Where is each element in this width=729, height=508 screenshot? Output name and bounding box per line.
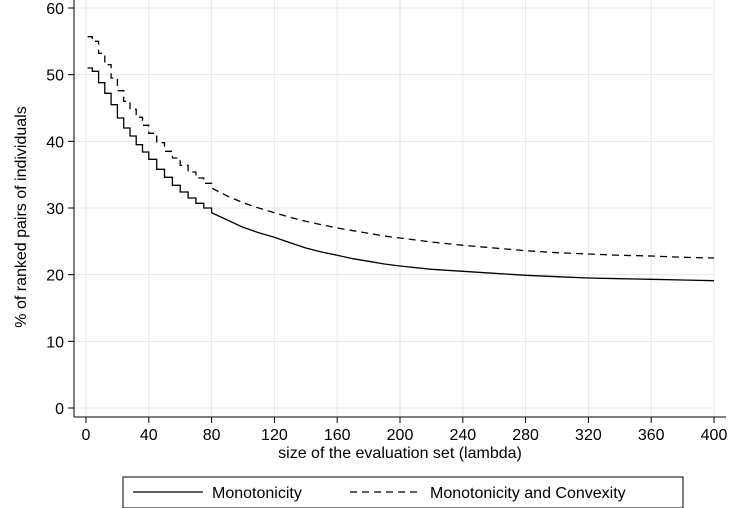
legend: Monotonicity Monotonicity and Convexity (122, 476, 684, 508)
series-line-monotonicity (87, 67, 715, 282)
x-tick-label-320: 320 (575, 427, 602, 444)
x-tick-label-200: 200 (387, 427, 414, 444)
x-tick-label-360: 360 (638, 427, 665, 444)
y-axis-title: % of ranked pairs of individuals (13, 106, 30, 327)
x-axis-title: size of the evaluation set (lambda) (278, 445, 522, 462)
y-tick-label-0: 0 (55, 401, 64, 418)
y-tick-label-20: 20 (46, 268, 64, 285)
x-tick-label-400: 400 (701, 427, 728, 444)
x-tick-label-240: 240 (449, 427, 476, 444)
grid (74, 0, 715, 417)
legend-label-monotonicity-convexity: Monotonicity and Convexity (430, 485, 626, 502)
x-tick-label-160: 160 (324, 427, 351, 444)
x-tick-label-0: 0 (82, 427, 91, 444)
x-tick-label-120: 120 (261, 427, 288, 444)
x-tick-label-80: 80 (203, 427, 221, 444)
y-tick-label-50: 50 (46, 68, 64, 85)
y-tick-label-30: 30 (46, 201, 64, 218)
y-tick-label-10: 10 (46, 334, 64, 351)
y-tick-label-40: 40 (46, 134, 64, 151)
series-line-monotonicity-convexity (87, 36, 715, 259)
y-tick-label-60: 60 (46, 1, 64, 18)
legend-label-monotonicity: Monotonicity (212, 485, 302, 502)
x-tick-label-280: 280 (512, 427, 539, 444)
axes: 0 10 20 30 40 50 60 0 40 80 120 160 200 240 280 320 360 4… (46, 0, 727, 444)
series-layer (87, 36, 715, 282)
x-tick-label-40: 40 (140, 427, 158, 444)
